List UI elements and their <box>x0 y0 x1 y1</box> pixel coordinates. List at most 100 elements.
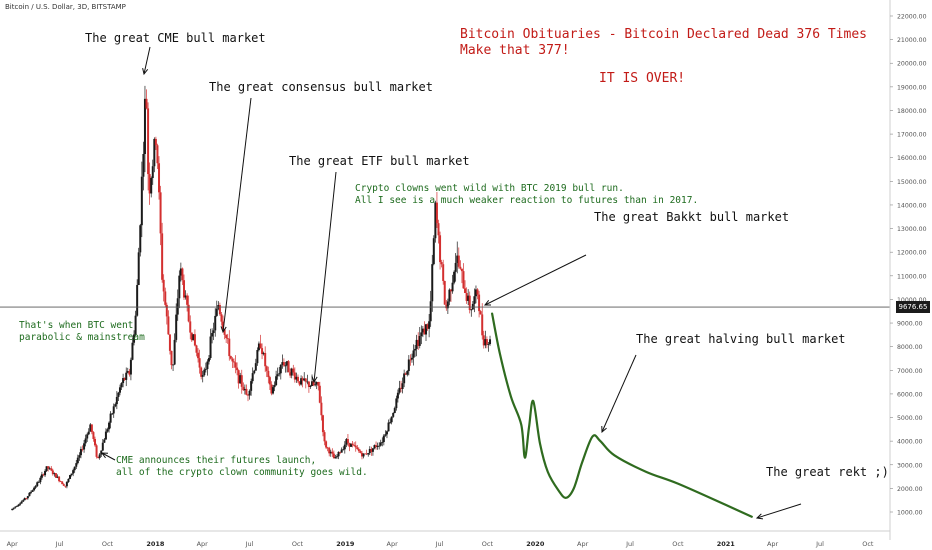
cme-launch-note: CME announces their futures launch, all … <box>116 455 368 478</box>
cme-launch-arrow-head <box>100 452 109 459</box>
candle-body <box>129 359 132 375</box>
candle-body <box>378 445 381 447</box>
time-tick-label: 2019 <box>336 540 355 548</box>
candle-body <box>186 295 189 305</box>
candle-body <box>220 314 223 322</box>
candle-body <box>81 449 84 450</box>
candle-body <box>212 330 215 334</box>
candle-body <box>381 441 384 443</box>
candle-body <box>362 453 365 457</box>
candle-body <box>164 291 167 305</box>
candle-body <box>387 422 390 432</box>
candle-body <box>485 339 488 345</box>
candle-body <box>434 202 437 239</box>
time-tick-label: Apr <box>767 540 779 548</box>
candle-body <box>39 477 42 483</box>
candle-body <box>206 361 209 370</box>
candle-body <box>137 252 140 286</box>
candle-body <box>56 476 59 478</box>
time-tick-label: Apr <box>577 540 589 548</box>
candle-body <box>54 473 57 478</box>
candle-body <box>40 474 43 478</box>
time-tick-label: 2020 <box>526 540 545 548</box>
candle-body <box>318 385 321 403</box>
candle-body <box>382 435 385 442</box>
candle-body <box>25 498 28 499</box>
candle-body <box>484 339 487 346</box>
clowns-note: Crypto clowns went wild with BTC 2019 bu… <box>355 183 699 206</box>
candle-body <box>167 316 170 335</box>
candle-body <box>301 378 304 381</box>
candle-body <box>189 321 192 333</box>
candle-body <box>417 339 420 346</box>
candle-body <box>262 352 265 355</box>
candle-body <box>295 376 298 380</box>
candle-body <box>425 324 428 335</box>
candle-body <box>122 378 125 384</box>
price-tick-label: 13000.00 <box>897 226 927 233</box>
candle-body <box>275 376 278 386</box>
candle-body <box>257 343 260 351</box>
candle-body <box>398 387 401 393</box>
candle-body <box>478 294 481 312</box>
candle-body <box>215 308 218 316</box>
candle-body <box>404 373 407 375</box>
candle-body <box>178 275 181 299</box>
candle-body <box>23 498 26 501</box>
candle-body <box>298 381 301 385</box>
candle-body <box>108 422 111 430</box>
candle-body <box>479 311 482 315</box>
candle-body <box>307 381 310 387</box>
candle-body <box>456 255 459 263</box>
candle-body <box>326 447 329 449</box>
candle-body <box>101 442 104 451</box>
candle-body <box>439 235 442 263</box>
time-tick-label: Oct <box>292 540 304 548</box>
candle-body <box>161 233 164 280</box>
time-tick-label: Oct <box>862 540 874 548</box>
candle-body <box>482 335 485 346</box>
candle-body <box>379 442 382 446</box>
candle-body <box>104 431 107 440</box>
cme-annotation: The great CME bull market <box>85 31 266 45</box>
candle-body <box>353 444 356 446</box>
candle-body <box>267 370 270 378</box>
candle-body <box>114 404 117 407</box>
candle-body <box>265 366 268 371</box>
candle-body <box>468 295 471 311</box>
candle-body <box>470 309 473 311</box>
candle-body <box>112 406 115 414</box>
candle-body <box>134 315 137 335</box>
candle-body <box>19 503 22 505</box>
candle-body <box>195 345 198 353</box>
candle-body <box>214 315 217 331</box>
candle-body <box>331 451 334 454</box>
candle-body <box>142 154 145 177</box>
candle-body <box>245 388 248 395</box>
candle-body <box>182 280 185 298</box>
candle-body <box>350 443 353 447</box>
candle-body <box>62 484 65 486</box>
candle-body <box>198 358 201 368</box>
candle-body <box>17 504 20 507</box>
candle-body <box>276 374 279 377</box>
consensus-arrow <box>222 97 252 333</box>
candle-body <box>193 334 196 346</box>
price-tick-label: 11000.00 <box>897 273 927 280</box>
candle-body <box>159 192 162 234</box>
candle-body <box>476 289 479 295</box>
price-tick-label: 12000.00 <box>897 250 927 257</box>
candle-body <box>73 466 76 471</box>
candle-body <box>306 381 309 383</box>
candle-body <box>279 364 282 374</box>
candle-body <box>75 463 78 467</box>
candle-body <box>133 334 136 343</box>
candle-body <box>236 367 239 371</box>
candle-body <box>270 384 273 394</box>
candle-body <box>376 445 379 447</box>
consensus-annotation: The great consensus bull market <box>209 80 433 94</box>
candle-body <box>286 361 289 366</box>
candle-body <box>451 282 454 292</box>
